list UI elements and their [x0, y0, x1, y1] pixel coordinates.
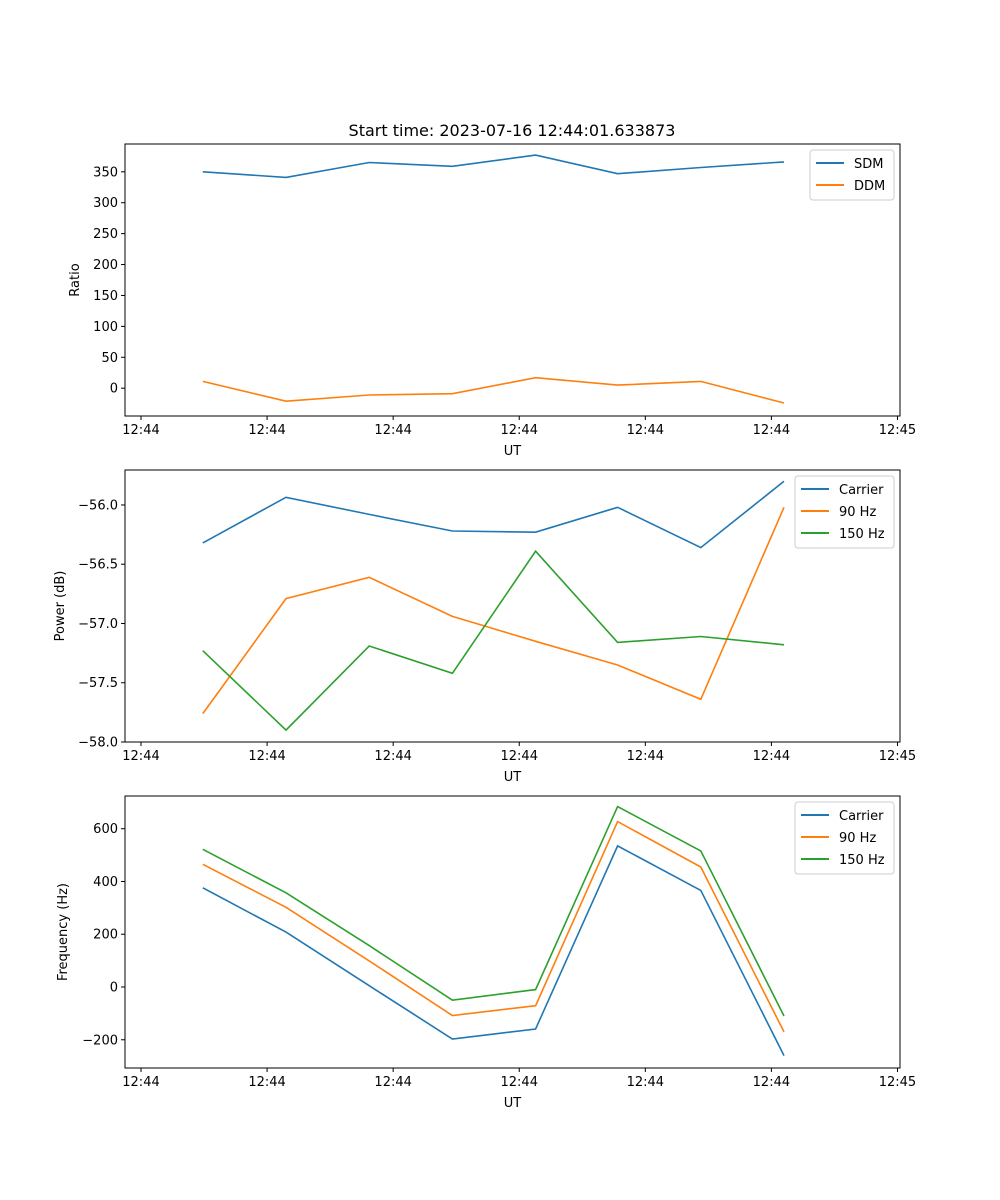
y-axis-label: Frequency (Hz) [56, 883, 71, 981]
y-tick-label: 400 [93, 875, 118, 890]
x-tick-label: 12:44 [753, 423, 790, 438]
x-tick-label: 12:44 [501, 423, 538, 438]
x-tick-label: 12:44 [122, 749, 159, 764]
x-tick-label: 12:45 [879, 423, 916, 438]
x-tick-label: 12:44 [753, 1075, 790, 1090]
y-axis-label: Ratio [68, 263, 83, 296]
subplot-1: 12:44 12:44 12:44 12:44 12:44 12:44 12:45 0 50 10… [68, 143, 916, 459]
y-tick-label: 50 [101, 351, 118, 366]
x-tick-label: 12:45 [879, 1075, 916, 1090]
legend-label: Carrier [839, 809, 884, 824]
legend-label: 150 Hz [839, 527, 885, 542]
y-tick-label: −200 [82, 1033, 118, 1048]
y-tick-label: 350 [93, 165, 118, 180]
axes-frame [124, 469, 901, 743]
x-tick-label: 12:44 [122, 1075, 159, 1090]
legend-label: Carrier [839, 483, 884, 498]
legend-label: SDM [854, 157, 883, 172]
y-tick-label: 200 [93, 928, 118, 943]
y-tick-label: 100 [93, 320, 118, 335]
x-tick-label: 12:44 [374, 423, 411, 438]
legend: SDM DDM [809, 149, 895, 201]
y-tick-label: −56.5 [78, 558, 118, 573]
series-line-ddm [202, 376, 785, 404]
legend-box [794, 475, 895, 549]
series-line-carrier [202, 844, 785, 1056]
y-tick-label: −57.0 [78, 617, 118, 632]
subplot-3: 12:44 12:44 12:44 12:44 12:44 12:44 12:45 −200 0… [56, 795, 916, 1111]
axes-frame [124, 143, 901, 417]
x-tick-label: 12:44 [248, 749, 285, 764]
x-tick-label: 12:44 [374, 749, 411, 764]
series-line-150-hz [202, 805, 785, 1017]
y-tick-label: −57.5 [78, 676, 118, 691]
y-tick-label: 0 [110, 382, 118, 397]
y-tick-label: 150 [93, 289, 118, 304]
y-axis-label: Power (dB) [53, 571, 68, 642]
x-tick-label: 12:44 [374, 1075, 411, 1090]
x-tick-label: 12:44 [248, 423, 285, 438]
x-tick-label: 12:44 [627, 1075, 664, 1090]
x-tick-label: 12:44 [501, 1075, 538, 1090]
series-line-90-hz [202, 820, 785, 1033]
axes-frame [124, 795, 901, 1069]
series-line-sdm [202, 154, 785, 179]
x-tick-label: 12:45 [879, 749, 916, 764]
series-line-90-hz [202, 506, 785, 715]
y-tick-label: 200 [93, 258, 118, 273]
series-line-carrier [202, 480, 785, 549]
x-axis-label: UT [504, 770, 522, 785]
x-tick-label: 12:44 [753, 749, 790, 764]
y-tick-label: 250 [93, 227, 118, 242]
x-tick-label: 12:44 [501, 749, 538, 764]
x-tick-label: 12:44 [627, 749, 664, 764]
y-tick-label: −56.0 [78, 498, 118, 513]
legend-label: 150 Hz [839, 853, 885, 868]
y-tick-label: 0 [110, 981, 118, 996]
legend-label: 90 Hz [839, 505, 876, 520]
x-tick-label: 12:44 [122, 423, 159, 438]
x-tick-label: 12:44 [248, 1075, 285, 1090]
legend-box [794, 801, 895, 875]
subplot-2: 12:44 12:44 12:44 12:44 12:44 12:44 12:45 −58.0… [53, 469, 916, 785]
x-axis-label: UT [504, 1096, 522, 1111]
y-tick-label: 600 [93, 822, 118, 837]
legend-label: 90 Hz [839, 831, 876, 846]
figure-title: Start time: 2023-07-16 12:44:01.633873 [349, 121, 676, 140]
x-axis-label: UT [504, 444, 522, 459]
x-tick-label: 12:44 [627, 423, 664, 438]
y-tick-label: 300 [93, 196, 118, 211]
series-line-150-hz [202, 549, 785, 732]
legend-label: DDM [854, 179, 885, 194]
y-tick-label: −58.0 [78, 736, 118, 751]
legend: Carrier 90 Hz 150 Hz [794, 475, 895, 549]
legend: Carrier 90 Hz 150 Hz [794, 801, 895, 875]
